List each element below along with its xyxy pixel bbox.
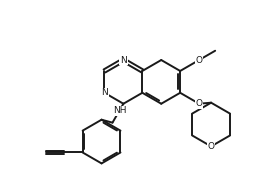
Text: N: N xyxy=(101,88,108,97)
Text: O: O xyxy=(196,99,202,108)
Text: O: O xyxy=(207,142,215,151)
Text: N: N xyxy=(120,56,127,65)
Text: NH: NH xyxy=(113,106,127,115)
Text: O: O xyxy=(196,56,202,65)
